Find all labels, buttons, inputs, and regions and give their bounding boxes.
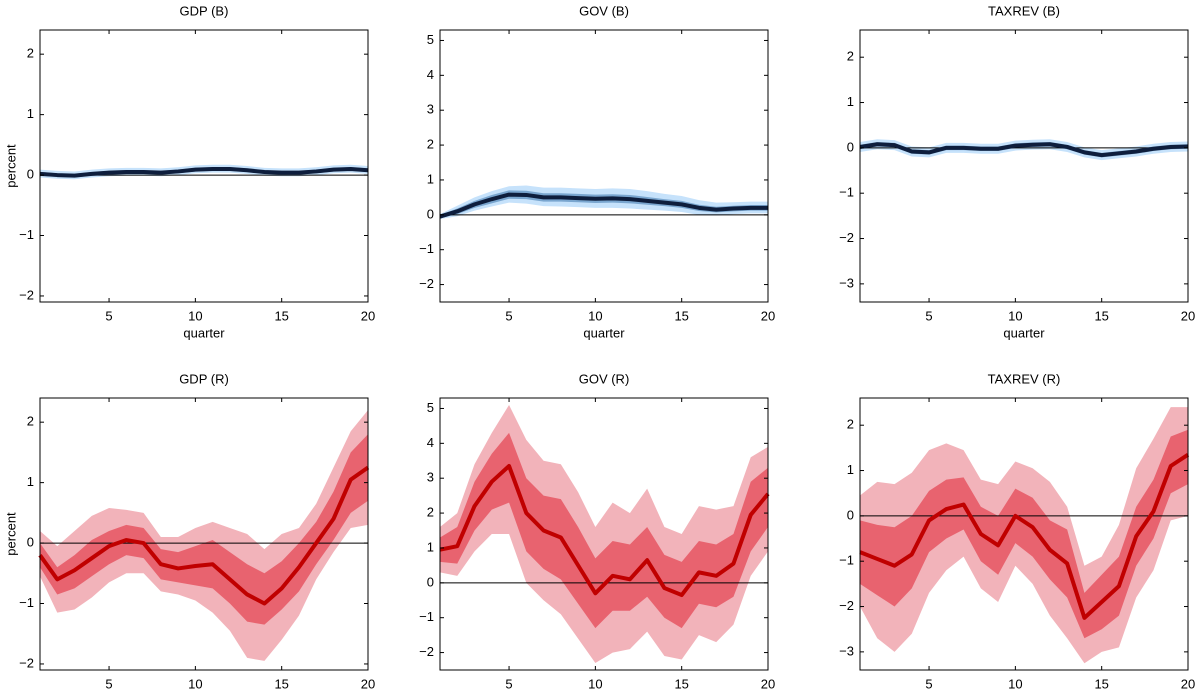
y-tick-label: 1 — [427, 539, 434, 554]
x-tick-label: 10 — [1008, 676, 1022, 691]
x-tick-label: 15 — [674, 308, 688, 323]
x-tick-label: 5 — [505, 308, 512, 323]
y-tick-label: 0 — [427, 206, 434, 221]
x-tick-label: 10 — [1008, 308, 1022, 323]
x-tick-label: 5 — [505, 676, 512, 691]
y-tick-label: −1 — [419, 241, 434, 256]
y-tick-label: 2 — [427, 505, 434, 520]
axes-frame — [859, 29, 1189, 303]
y-tick-label: 0 — [27, 167, 34, 182]
chart-title: GDP (B) — [180, 3, 229, 18]
y-tick-label: 1 — [847, 94, 854, 109]
y-tick-label: −2 — [19, 287, 34, 302]
y-tick-label: −2 — [19, 655, 34, 670]
confidence-band — [440, 432, 768, 629]
x-tick-label: 5 — [105, 676, 112, 691]
x-tick-label: 20 — [1181, 676, 1195, 691]
confidence-band — [40, 434, 368, 625]
x-axis-label: quarter — [583, 325, 625, 340]
x-tick-label: 20 — [361, 308, 375, 323]
y-tick-label: −3 — [839, 643, 854, 658]
median-line — [859, 452, 1190, 620]
y-tick-label: −2 — [419, 276, 434, 291]
y-tick-label: 1 — [427, 171, 434, 186]
y-tick-label: 3 — [427, 470, 434, 485]
confidence-band — [440, 190, 768, 219]
x-axis-label: quarter — [183, 325, 225, 340]
y-tick-label: 2 — [27, 414, 34, 429]
median-line — [439, 464, 770, 598]
y-tick-label: −2 — [419, 644, 434, 659]
x-tick-label: 20 — [761, 676, 775, 691]
y-tick-label: 2 — [847, 49, 854, 64]
confidence-band — [40, 164, 368, 180]
y-tick-label: −2 — [839, 598, 854, 613]
y-tick-label: 1 — [27, 106, 34, 121]
x-tick-label: 10 — [588, 308, 602, 323]
chart-title: GOV (R) — [579, 371, 630, 386]
y-tick-label: 1 — [27, 474, 34, 489]
y-tick-label: −1 — [19, 227, 34, 242]
y-tick-label: 1 — [847, 462, 854, 477]
y-tick-label: 4 — [427, 435, 434, 450]
confidence-band — [440, 404, 768, 664]
median-line — [439, 192, 768, 219]
x-tick-label: 20 — [361, 676, 375, 691]
y-tick-label: −1 — [19, 595, 34, 610]
chart-title: GOV (B) — [579, 3, 629, 18]
x-tick-label: 10 — [188, 308, 202, 323]
y-tick-label: −1 — [839, 185, 854, 200]
y-tick-label: 5 — [427, 32, 434, 47]
y-tick-label: 3 — [427, 102, 434, 117]
x-tick-label: 20 — [1181, 308, 1195, 323]
median-line — [39, 167, 369, 178]
x-tick-label: 15 — [1094, 308, 1108, 323]
y-tick-label: 0 — [847, 507, 854, 522]
y-tick-label: −1 — [419, 609, 434, 624]
x-tick-label: 15 — [274, 308, 288, 323]
y-tick-label: 2 — [847, 417, 854, 432]
x-axis-label: quarter — [1003, 325, 1045, 340]
chart-title: GDP (R) — [179, 371, 229, 386]
chart-title: TAXREV (B) — [988, 3, 1060, 18]
axes-frame — [39, 29, 369, 303]
x-tick-label: 15 — [274, 676, 288, 691]
y-tick-label: 0 — [27, 535, 34, 550]
x-tick-label: 5 — [925, 676, 932, 691]
x-tick-label: 15 — [674, 676, 688, 691]
y-axis-label: percent — [3, 512, 18, 556]
x-tick-label: 15 — [1094, 676, 1108, 691]
y-tick-label: −2 — [839, 230, 854, 245]
axes-frame — [859, 397, 1189, 671]
x-tick-label: 10 — [188, 676, 202, 691]
axes-frame — [39, 397, 369, 671]
x-tick-label: 10 — [588, 676, 602, 691]
y-tick-label: −3 — [839, 275, 854, 290]
median-line — [859, 142, 1189, 158]
y-axis-label: percent — [3, 144, 18, 188]
y-tick-label: 0 — [847, 139, 854, 154]
y-tick-label: 4 — [427, 67, 434, 82]
y-tick-label: 5 — [427, 400, 434, 415]
median-line — [38, 465, 370, 606]
axes-frame — [439, 29, 769, 303]
y-tick-label: −1 — [839, 553, 854, 568]
axes-frame — [439, 397, 769, 671]
chart-title: TAXREV (R) — [988, 371, 1061, 386]
y-tick-label: 2 — [427, 137, 434, 152]
x-tick-label: 5 — [105, 308, 112, 323]
x-tick-label: 5 — [925, 308, 932, 323]
y-tick-label: 2 — [27, 46, 34, 61]
y-tick-label: 0 — [427, 574, 434, 589]
confidence-band — [860, 429, 1188, 639]
x-tick-label: 20 — [761, 308, 775, 323]
